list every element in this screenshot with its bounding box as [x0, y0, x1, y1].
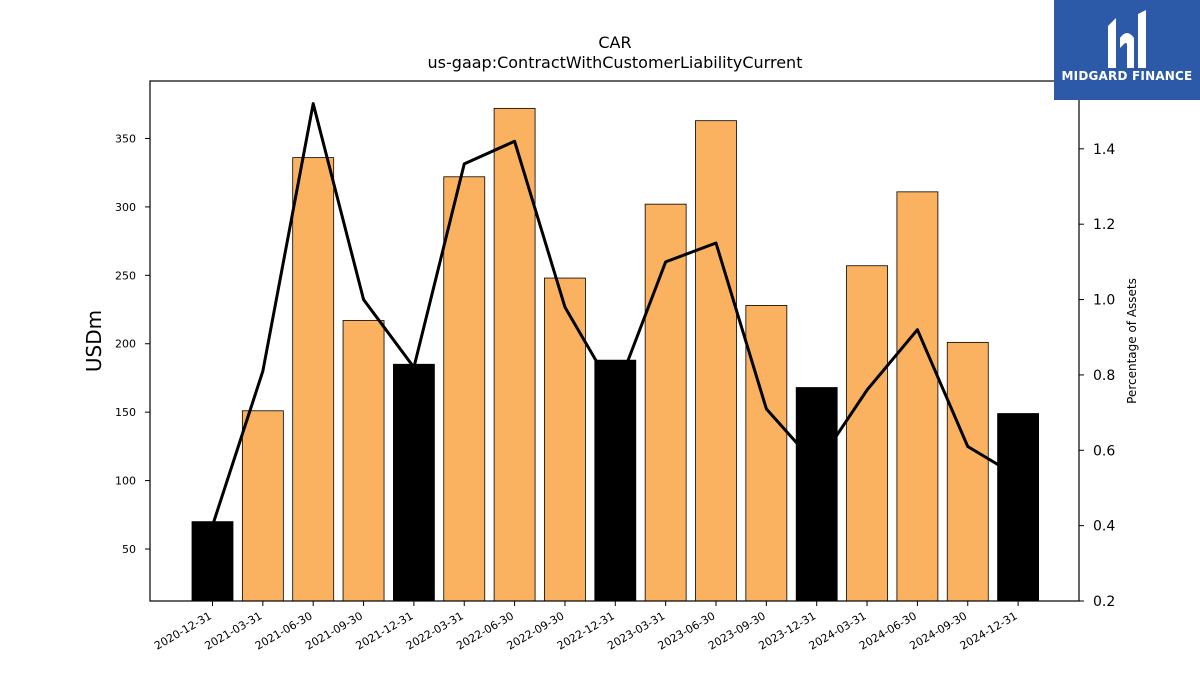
bar-2021-12-31: [392, 363, 435, 602]
bar-2023-03-31: [644, 203, 687, 602]
y2-tick-label: 1.2: [1093, 217, 1115, 233]
y-tick-label: 100: [115, 475, 136, 488]
bar-2024-06-30: [896, 191, 939, 602]
bar-2021-03-31: [241, 410, 284, 602]
bar-2022-06-30: [493, 107, 536, 602]
bar-2022-09-30: [544, 277, 586, 602]
y2-tick-label: 0.4: [1093, 519, 1115, 535]
y2-axis-label: Percentage of Assets: [1125, 278, 1139, 404]
bars-layer: [191, 107, 1039, 602]
y2-tick-label: 0.2: [1093, 594, 1115, 610]
bar-2024-03-31: [846, 265, 888, 602]
chart-subtitle: us-gaap:ContractWithCustomerLiabilityCur…: [428, 53, 803, 72]
bar-2022-12-31: [594, 359, 637, 602]
bar-2024-12-31: [997, 413, 1039, 602]
y-tick-label: 150: [115, 406, 136, 419]
y-tick-label: 50: [122, 543, 136, 556]
chart-title: CAR: [598, 33, 631, 52]
y2-tick-label: 1.4: [1093, 142, 1115, 158]
x-tick-label: 2024-12-31: [958, 609, 1020, 652]
bar-2023-06-30: [695, 120, 737, 602]
bar-2022-03-31: [443, 176, 486, 602]
midgard-finance-logo: MIDGARD FINANCE: [1054, 0, 1200, 100]
bar-2021-09-30: [342, 320, 385, 602]
y-axis-right: 0.2 0.4 0.6 0.8 1.0 1.2 1.4: [1079, 142, 1115, 610]
x-axis: 2020-12-312021-03-312021-06-302021-09-30…: [152, 601, 1020, 653]
y-tick-label: 200: [115, 338, 136, 351]
bar-2023-09-30: [745, 305, 788, 602]
line-layer: [211, 102, 1019, 527]
y2-tick-label: 0.8: [1093, 368, 1115, 384]
y-axis-left: 50 100 150 200 250 300 350: [115, 132, 150, 556]
y2-tick-label: 1.0: [1093, 293, 1115, 309]
bar-2020-12-31: [191, 521, 234, 602]
bar-2024-09-30: [946, 341, 989, 602]
y-tick-label: 350: [115, 132, 136, 145]
y2-tick-label: 0.6: [1093, 443, 1115, 459]
logo-text: MIDGARD FINANCE: [1061, 69, 1193, 83]
percentage-of-assets-line: [211, 102, 1019, 527]
bar-2023-12-31: [795, 387, 838, 602]
logo-mark-icon: [1108, 10, 1146, 68]
plot-frame: [149, 80, 1080, 602]
y-axis-label: USDm: [82, 310, 106, 372]
y-tick-label: 300: [115, 201, 136, 214]
y-tick-label: 250: [115, 269, 136, 282]
bar-2021-06-30: [292, 157, 335, 602]
